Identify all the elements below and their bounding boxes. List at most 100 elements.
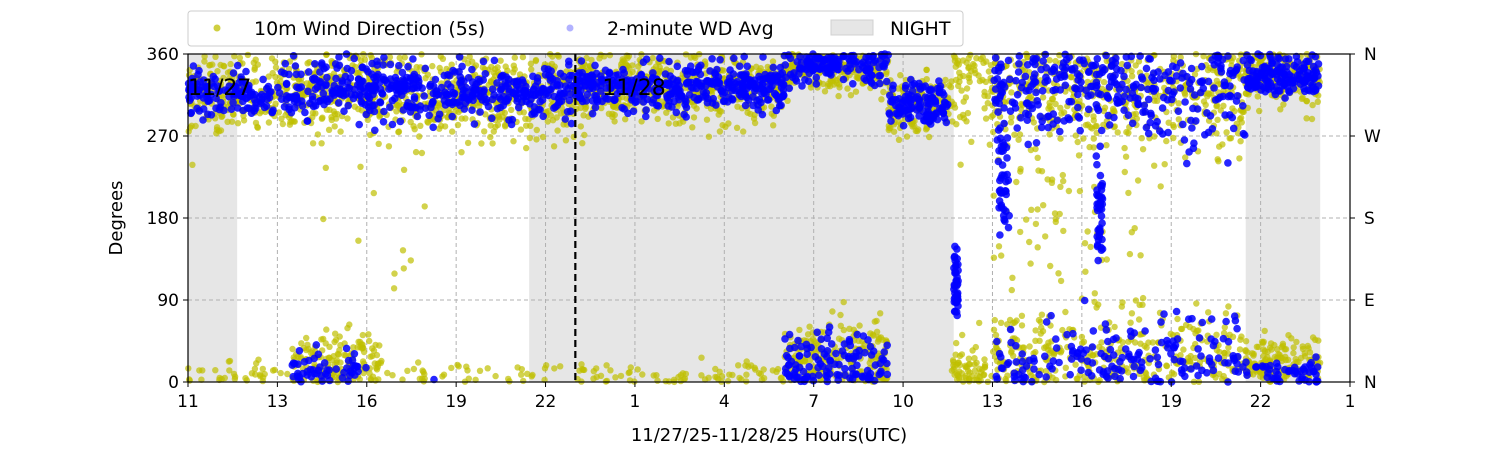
data-point	[1027, 260, 1033, 266]
data-point	[991, 193, 997, 199]
data-point	[1026, 343, 1032, 349]
data-point	[391, 270, 397, 276]
data-point	[998, 252, 1004, 258]
data-point	[1139, 135, 1145, 141]
data-point	[536, 98, 544, 106]
data-point	[589, 73, 597, 81]
data-point	[358, 64, 366, 72]
data-point	[508, 107, 514, 113]
data-point	[1057, 184, 1063, 190]
data-point	[254, 124, 260, 130]
data-point	[835, 93, 841, 99]
data-point	[674, 63, 682, 71]
data-point	[579, 140, 585, 146]
data-point	[981, 93, 987, 99]
data-point	[1122, 169, 1128, 175]
data-point	[1042, 233, 1048, 239]
data-point	[1091, 144, 1097, 150]
data-point	[269, 55, 275, 61]
data-point	[698, 372, 704, 378]
data-point	[739, 80, 747, 88]
data-point	[1135, 177, 1141, 183]
data-point	[270, 367, 276, 373]
data-point	[720, 67, 726, 73]
data-point	[1008, 114, 1014, 120]
data-point	[550, 117, 556, 123]
data-point	[541, 65, 549, 73]
data-point	[977, 78, 983, 84]
data-point	[1158, 183, 1164, 189]
data-point	[461, 105, 469, 113]
data-point	[872, 361, 880, 369]
data-point	[825, 83, 831, 89]
data-point	[355, 121, 363, 129]
data-point	[519, 366, 525, 372]
data-point	[323, 165, 329, 171]
data-point	[460, 86, 468, 94]
data-point	[476, 108, 484, 116]
data-point	[497, 104, 505, 112]
data-point	[260, 366, 266, 372]
data-point	[222, 375, 228, 381]
data-point	[408, 257, 414, 263]
data-point	[336, 347, 342, 353]
data-point	[331, 339, 337, 345]
data-point	[981, 372, 987, 378]
data-point	[276, 89, 284, 97]
data-point	[360, 332, 366, 338]
data-point	[1223, 310, 1229, 316]
data-point	[1082, 269, 1088, 275]
data-point	[656, 54, 664, 62]
data-point	[1017, 131, 1023, 137]
data-point	[1066, 188, 1072, 194]
data-point	[752, 120, 758, 126]
data-point	[754, 106, 762, 114]
data-point	[228, 105, 236, 113]
data-point	[704, 117, 710, 123]
data-point	[1154, 98, 1160, 104]
data-point	[1062, 309, 1068, 315]
data-point	[1084, 228, 1090, 234]
data-point	[510, 90, 518, 98]
data-point	[1140, 146, 1146, 152]
data-point	[310, 76, 318, 84]
data-point	[1057, 135, 1063, 141]
data-point	[323, 74, 331, 82]
data-point	[1164, 363, 1170, 369]
data-point	[551, 365, 557, 371]
data-point	[706, 375, 712, 381]
data-point	[293, 83, 301, 91]
data-point	[986, 68, 992, 74]
data-point	[289, 346, 295, 352]
data-point	[1011, 132, 1017, 138]
data-point	[229, 119, 235, 125]
data-point	[560, 73, 568, 81]
data-point	[683, 104, 691, 112]
data-point	[312, 85, 320, 93]
data-point	[598, 373, 604, 379]
data-point	[1009, 287, 1015, 293]
data-point	[866, 74, 874, 82]
data-point	[253, 360, 259, 366]
data-point	[1060, 172, 1066, 178]
data-point	[288, 118, 294, 124]
data-point	[469, 97, 477, 105]
data-point	[396, 128, 402, 134]
data-point	[835, 371, 843, 379]
data-point	[456, 363, 462, 369]
data-point	[468, 66, 476, 74]
data-point	[518, 372, 524, 378]
data-point	[1123, 129, 1129, 135]
data-point	[396, 85, 404, 93]
data-point	[312, 102, 320, 110]
data-point	[1140, 295, 1146, 301]
data-point	[981, 105, 987, 111]
data-point	[684, 67, 692, 75]
data-point	[964, 60, 970, 66]
data-point	[1032, 327, 1038, 333]
data-point	[897, 72, 903, 78]
data-point	[1119, 303, 1125, 309]
data-point	[785, 361, 793, 369]
data-point	[792, 365, 800, 373]
data-point	[259, 76, 267, 84]
